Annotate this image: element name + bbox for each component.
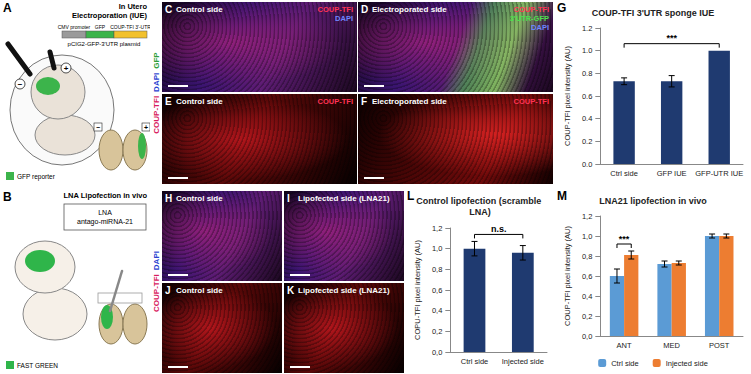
html-text:J: J: [165, 285, 171, 296]
svg-text:B: B: [3, 190, 12, 204]
svg-text:+: +: [144, 124, 148, 131]
svg-text:−: −: [18, 80, 23, 89]
svg-text:***: ***: [666, 33, 677, 43]
svg-text:1.2: 1.2: [582, 24, 592, 33]
svg-text:LNA Lipofection in vivo: LNA Lipofection in vivo: [64, 191, 148, 200]
html-text:COUP-TFI: COUP-TFI: [513, 97, 549, 106]
html-text:COUP-TFI: COUP-TFI: [317, 5, 353, 14]
svg-text:0,4: 0,4: [432, 306, 442, 315]
html-text:Electroporated side: Electroporated side: [372, 97, 447, 106]
svg-text:Ctrl side: Ctrl side: [611, 359, 639, 368]
svg-text:COUP-TFIDAPI: COUP-TFIDAPI: [152, 251, 161, 312]
html-text:G: G: [557, 1, 567, 15]
svg-text:Injected side: Injected side: [502, 357, 544, 366]
svg-text:antago-miRNA-21: antago-miRNA-21: [77, 218, 133, 226]
svg-text:1,2: 1,2: [582, 212, 592, 221]
svg-text:CMV promoter: CMV promoter: [58, 24, 91, 30]
svg-text:0,8: 0,8: [432, 265, 442, 274]
svg-text:0,2: 0,2: [582, 312, 592, 321]
svg-text:GFP reporter: GFP reporter: [17, 173, 56, 181]
svg-text:0,0: 0,0: [582, 332, 592, 341]
html-text:COUP-TFI: COUP-TFI: [317, 97, 353, 106]
html-text:Control side: Control side: [176, 97, 223, 106]
html-text:L: L: [407, 189, 415, 203]
svg-text:***: ***: [619, 234, 630, 244]
svg-text:0,6: 0,6: [432, 286, 442, 295]
html-text:DAPI: DAPI: [531, 23, 549, 32]
svg-text:−: −: [96, 124, 100, 131]
svg-text:COUP-TFI pixel intensity (AU): COUP-TFI pixel intensity (AU): [563, 45, 572, 146]
svg-text:Ctrl side: Ctrl side: [610, 169, 638, 178]
html-text:H Control side: H Control side: [165, 193, 223, 204]
svg-text:0.0: 0.0: [582, 160, 592, 169]
svg-text:0,8: 0,8: [582, 252, 592, 261]
svg-text:COPU-TFI pixel intensity (AU): COPU-TFI pixel intensity (AU): [413, 239, 422, 340]
html-text:I: I: [287, 193, 290, 204]
html-text:3'UTR-GFP: 3'UTR-GFP: [509, 14, 549, 23]
svg-text:0,0: 0,0: [432, 348, 442, 357]
svg-text:COUP-TFIDAPIGFP: COUP-TFIDAPIGFP: [152, 52, 161, 134]
html-text:M: M: [557, 189, 567, 203]
svg-text:Electroporation (IUE): Electroporation (IUE): [72, 11, 148, 20]
svg-text:Control lipofection (scramble: Control lipofection (scramble: [416, 196, 544, 206]
svg-text:1,2: 1,2: [432, 224, 442, 233]
svg-text:0,2: 0,2: [432, 327, 442, 336]
svg-text:GFP: GFP: [95, 24, 106, 30]
svg-text:LNA): LNA): [469, 207, 491, 217]
svg-text:0.8: 0.8: [582, 69, 592, 78]
html-text:Control side: Control side: [176, 286, 223, 295]
svg-text:GFP-UTR IUE: GFP-UTR IUE: [695, 169, 743, 178]
svg-text:COUP-TFI 3'UTR sponge IUE: COUP-TFI 3'UTR sponge IUE: [592, 8, 715, 18]
svg-text:FAST GREEN: FAST GREEN: [17, 362, 58, 369]
svg-text:POST: POST: [709, 341, 730, 350]
svg-text:GFP IUE: GFP IUE: [657, 169, 687, 178]
svg-text:pCIG2-GFP-3'UTR plasmid: pCIG2-GFP-3'UTR plasmid: [68, 41, 141, 47]
html-text:C Control side: C Control side: [165, 4, 223, 15]
html-text:COUP-TFI: COUP-TFI: [513, 5, 549, 14]
html-text:F: F: [361, 96, 368, 107]
svg-text:COUP-TFI 3'-UTR: COUP-TFI 3'-UTR: [110, 24, 150, 30]
svg-text:+: +: [64, 64, 69, 73]
html-text:K Lipofected side (LNA21): K Lipofected side (LNA21): [287, 285, 390, 296]
svg-text:MED: MED: [663, 341, 680, 350]
svg-text:In Utero: In Utero: [118, 2, 147, 11]
html-text:Lipofected side (LNA21): Lipofected side (LNA21): [298, 194, 390, 203]
html-text:DAPI: DAPI: [335, 14, 353, 23]
svg-text:ANT: ANT: [617, 341, 632, 350]
svg-text:Injected side: Injected side: [666, 359, 708, 368]
svg-text:n.s.: n.s.: [491, 224, 507, 234]
svg-text:1,0: 1,0: [582, 232, 592, 241]
svg-text:1.0: 1.0: [582, 46, 592, 55]
svg-text:0,4: 0,4: [582, 292, 592, 301]
svg-text:0.4: 0.4: [582, 114, 592, 123]
svg-text:LNA21 lipofection in vivo: LNA21 lipofection in vivo: [599, 196, 707, 206]
html-text:D Electroporated side: D Electroporated side: [361, 4, 447, 15]
svg-text:Ctrl side: Ctrl side: [461, 357, 489, 366]
svg-text:0,6: 0,6: [582, 272, 592, 281]
svg-text:1,0: 1,0: [432, 244, 442, 253]
svg-text:LNA: LNA: [98, 209, 112, 216]
svg-text:0.2: 0.2: [582, 137, 592, 146]
svg-text:0.6: 0.6: [582, 92, 592, 101]
svg-text:A: A: [3, 1, 12, 15]
svg-text:COUP-TFI pixel intensity (AU): COUP-TFI pixel intensity (AU): [563, 225, 572, 326]
html-text:E: E: [165, 96, 172, 107]
